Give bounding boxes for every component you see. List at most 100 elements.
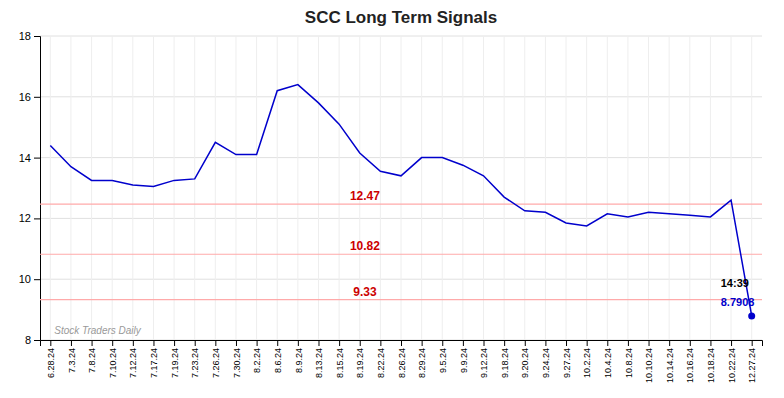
x-grid-line — [524, 36, 525, 340]
x-tick-mark — [380, 340, 381, 346]
x-tick-label: 10.18.24 — [706, 348, 716, 383]
y-tick-label: 10 — [19, 273, 31, 285]
y-tick-label: 12 — [19, 212, 31, 224]
x-tick-mark — [422, 340, 423, 346]
x-tick-label: 8.29.24 — [417, 348, 427, 378]
x-tick: 8.29.24 — [417, 340, 427, 378]
x-tick-label: 10.14.24 — [665, 348, 675, 383]
y-tick: 16 — [19, 91, 40, 103]
x-grid-line — [318, 36, 319, 340]
x-tick-label: 9.20.24 — [520, 348, 530, 378]
x-axis: 6.28.247.3.247.8.247.10.247.12.247.17.24… — [41, 340, 763, 383]
y-tick: 10 — [19, 273, 40, 285]
x-grid-line — [669, 36, 670, 340]
title: SCC Long Term Signals — [305, 8, 497, 27]
x-tick-label: 10.2.24 — [582, 348, 592, 378]
x-tick: 6.28.24 — [46, 340, 56, 378]
x-tick-label: 7.26.24 — [211, 348, 221, 378]
x-tick-mark — [484, 340, 485, 346]
y-tick-mark — [34, 340, 40, 341]
x-tick-label: 8.13.24 — [314, 348, 324, 378]
x-tick: 8.9.24 — [294, 340, 304, 373]
x-tick-label: 7.23.24 — [190, 348, 200, 378]
x-tick-mark — [133, 340, 134, 346]
horizontal-line-label: 9.33 — [353, 285, 377, 299]
x-tick-label: 8.19.24 — [355, 348, 365, 378]
x-grid-line — [91, 36, 92, 340]
horizontal-line-label: 10.82 — [350, 239, 380, 253]
last-point — [748, 312, 755, 319]
x-tick-label: 10.8.24 — [624, 348, 634, 378]
x-tick-label: 7.12.24 — [128, 348, 138, 378]
x-tick: 8.22.24 — [376, 340, 386, 378]
x-tick-mark — [92, 340, 93, 346]
x-tick: 10.16.24 — [685, 340, 695, 383]
x-tick-mark — [339, 340, 340, 346]
x-tick-label: 10.10.24 — [644, 348, 654, 383]
x-tick: 7.19.24 — [170, 340, 180, 378]
x-tick-mark — [649, 340, 650, 346]
x-grid-line — [380, 36, 381, 340]
x-tick: 7.12.24 — [128, 340, 138, 378]
x-tick-mark — [50, 340, 51, 346]
x-tick: 9.9.24 — [459, 340, 469, 373]
x-tick: 7.17.24 — [149, 340, 159, 378]
x-tick-label: 7.30.24 — [232, 348, 242, 378]
x-tick-mark — [257, 340, 258, 346]
x-tick-label: 8.2.24 — [252, 348, 262, 373]
x-grid-line — [277, 36, 278, 340]
x-grid-line — [215, 36, 216, 340]
x-tick-mark — [587, 340, 588, 346]
x-tick-mark — [174, 340, 175, 346]
x-grid-line — [174, 36, 175, 340]
x-tick-mark — [545, 340, 546, 346]
x-tick-label: 7.8.24 — [87, 348, 97, 373]
x-tick-label: 10.22.24 — [727, 348, 737, 383]
x-tick: 9.20.24 — [520, 340, 530, 378]
x-tick: 9.5.24 — [438, 340, 448, 373]
horizontal-line-label: 12.47 — [350, 189, 380, 203]
x-tick-label: 9.5.24 — [438, 348, 448, 373]
x-tick: 7.30.24 — [232, 340, 242, 378]
x-tick: 7.3.24 — [67, 340, 77, 373]
x-tick-label: 7.3.24 — [67, 348, 77, 373]
x-grid-line — [297, 36, 298, 340]
x-tick-label: 9.27.24 — [562, 348, 572, 378]
x-grid-line — [648, 36, 649, 340]
x-tick-label: 10.16.24 — [685, 348, 695, 383]
x-tick-mark — [71, 340, 72, 346]
watermark: Stock Traders Daily — [54, 325, 142, 336]
x-grid-line — [689, 36, 690, 340]
x-tick-mark — [628, 340, 629, 346]
horizontal-line — [40, 204, 762, 205]
point-annotation: 14:39 — [721, 277, 749, 289]
x-tick: 9.24.24 — [541, 340, 551, 378]
y-tick-label: 14 — [19, 152, 31, 164]
x-tick: 8.2.24 — [252, 340, 262, 373]
x-tick-mark — [236, 340, 237, 346]
x-grid-line — [112, 36, 113, 340]
y-tick: 14 — [19, 152, 40, 164]
x-grid-line — [194, 36, 195, 340]
x-tick: 7.8.24 — [87, 340, 97, 373]
x-tick-label: 9.24.24 — [541, 348, 551, 378]
y-axis-line — [34, 37, 41, 341]
x-tick-mark — [752, 340, 753, 346]
horizontal-line — [40, 254, 762, 255]
x-tick-mark — [442, 340, 443, 346]
y-tick: 18 — [19, 30, 40, 42]
x-tick-mark — [731, 340, 732, 346]
x-grid-line — [442, 36, 443, 340]
x-grid-line — [504, 36, 505, 340]
x-tick-mark — [277, 340, 278, 346]
x-tick: 7.23.24 — [190, 340, 200, 378]
x-grid-line — [132, 36, 133, 340]
y-tick-mark — [34, 36, 40, 37]
x-grid-line — [566, 36, 567, 340]
x-tick: 10.18.24 — [706, 340, 716, 383]
x-tick-mark — [607, 340, 608, 346]
x-tick-label: 6.28.24 — [46, 348, 56, 378]
x-tick-mark — [566, 340, 567, 346]
x-tick-label: 8.6.24 — [273, 348, 283, 373]
x-tick-mark — [504, 340, 505, 346]
